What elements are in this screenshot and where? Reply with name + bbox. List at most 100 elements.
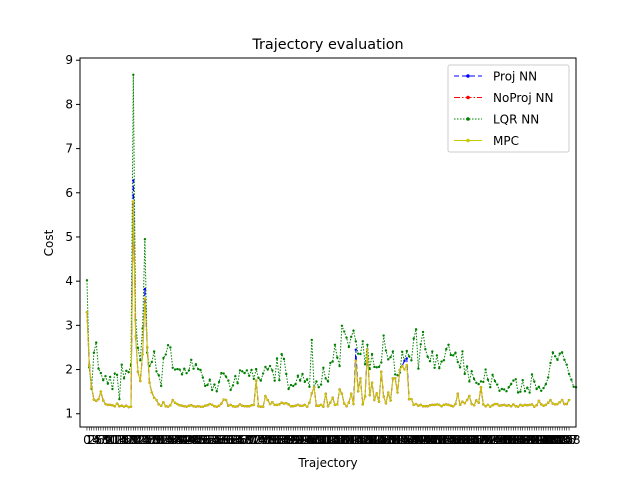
data-point-mpc [245,405,249,408]
data-point-mpc [248,405,251,408]
data-point-lqr-nn [317,386,320,389]
data-point-lqr-nn [152,350,156,353]
y-tick-label: 9 [65,53,73,67]
x-tick-label: 201 [541,433,564,447]
data-point-lqr-nn [414,328,418,331]
data-point-lqr-nn [477,382,480,386]
data-point-lqr-nn [412,337,415,340]
data-point-mpc [528,403,531,407]
data-point-mpc [305,405,309,408]
data-point-mpc [324,392,327,396]
data-point-proj-nn [354,348,358,351]
x-tick-label: 165 [458,433,481,447]
data-point-mpc [171,398,174,402]
data-point-mpc [356,390,360,393]
data-point-mpc [136,370,140,373]
data-point-lqr-nn [377,365,381,369]
data-point-mpc [278,403,281,406]
x-tick-label: 159 [444,433,467,447]
data-point-mpc [533,405,536,408]
x-tick-label: 83 [272,433,287,447]
x-tick-label: 180 [493,433,516,447]
data-point-mpc [310,392,313,395]
data-point-lqr-nn [97,367,100,370]
data-point-lqr-nn [254,367,258,371]
legend-label-lqr-nn: LQR NN [493,113,539,127]
data-point-lqr-nn [173,368,177,371]
x-tick-label: 163 [453,433,476,447]
data-point-lqr-nn [331,360,334,363]
data-point-mpc [451,405,455,408]
data-point-mpc [463,401,466,405]
x-tick-label: 135 [388,433,411,447]
data-point-lqr-nn [407,355,411,358]
data-point-lqr-nn [169,346,172,349]
x-tick-label: 119 [351,433,374,447]
data-point-mpc [222,398,225,401]
x-tick-label: 114 [340,433,363,447]
data-point-mpc [373,398,376,402]
x-tick-label: 71 [244,433,259,447]
x-tick-label: 176 [483,433,506,447]
x-tick-label: 19 [123,433,138,447]
x-tick-label: 23 [133,433,148,447]
x-axis: 0123456789101112131415161718192021222324… [83,427,580,447]
data-point-mpc [146,346,149,349]
data-point-lqr-nn [194,363,198,366]
data-point-lqr-nn [391,350,395,353]
data-point-lqr-nn [359,352,362,356]
data-point-lqr-nn [319,383,323,386]
x-tick-label: 87 [281,433,296,447]
data-point-lqr-nn [440,360,443,363]
data-point-mpc [359,377,362,380]
data-point-mpc [340,392,344,396]
x-tick-label: 196 [530,433,553,447]
x-tick-label: 17 [119,433,134,447]
data-point-lqr-nn [472,377,476,381]
data-point-mpc [384,401,388,405]
x-tick-label: 137 [393,433,416,447]
data-point-mpc [192,405,195,408]
data-point-mpc [113,405,116,408]
data-point-lqr-nn [505,390,508,393]
data-point-lqr-nn [155,370,158,373]
x-tick-label: 108 [326,433,349,447]
data-point-lqr-nn [343,330,346,333]
data-point-mpc [447,403,450,407]
x-tick-label: 18 [121,433,136,447]
data-point-mpc [155,398,158,402]
x-tick-label: 65 [230,433,245,447]
data-point-mpc [391,377,395,380]
data-point-mpc [143,297,147,301]
x-tick-label: 97 [304,433,319,447]
x-tick-label: 173 [476,433,499,447]
data-point-mpc [512,403,515,406]
data-point-mpc [484,405,487,408]
x-tick-label: 85 [276,433,291,447]
data-point-mpc [426,405,429,408]
x-tick-label: 37 [165,433,180,447]
x-tick-label: 32 [153,433,168,447]
data-point-mpc [419,403,422,407]
data-point-lqr-nn [421,330,425,334]
x-tick-label: 99 [309,433,324,447]
data-point-mpc [157,403,160,406]
data-point-mpc [315,404,318,407]
data-point-mpc [523,403,527,407]
data-point-mpc [280,401,283,404]
x-tick-label: 41 [174,433,189,447]
legend-box [447,64,570,153]
data-point-mpc [178,404,181,407]
data-point-mpc [312,386,316,389]
x-tick-label: 194 [525,433,548,447]
data-point-lqr-nn [192,367,195,370]
data-point-mpc [546,401,550,404]
data-point-proj-nn [143,287,147,291]
data-point-mpc [516,405,520,408]
data-point-mpc [530,403,534,406]
data-point-lqr-nn [424,348,427,351]
x-tick-label: 75 [253,433,268,447]
data-point-mpc [264,394,267,398]
data-point-mpc [159,404,163,407]
x-tick-label: 120 [354,433,377,447]
